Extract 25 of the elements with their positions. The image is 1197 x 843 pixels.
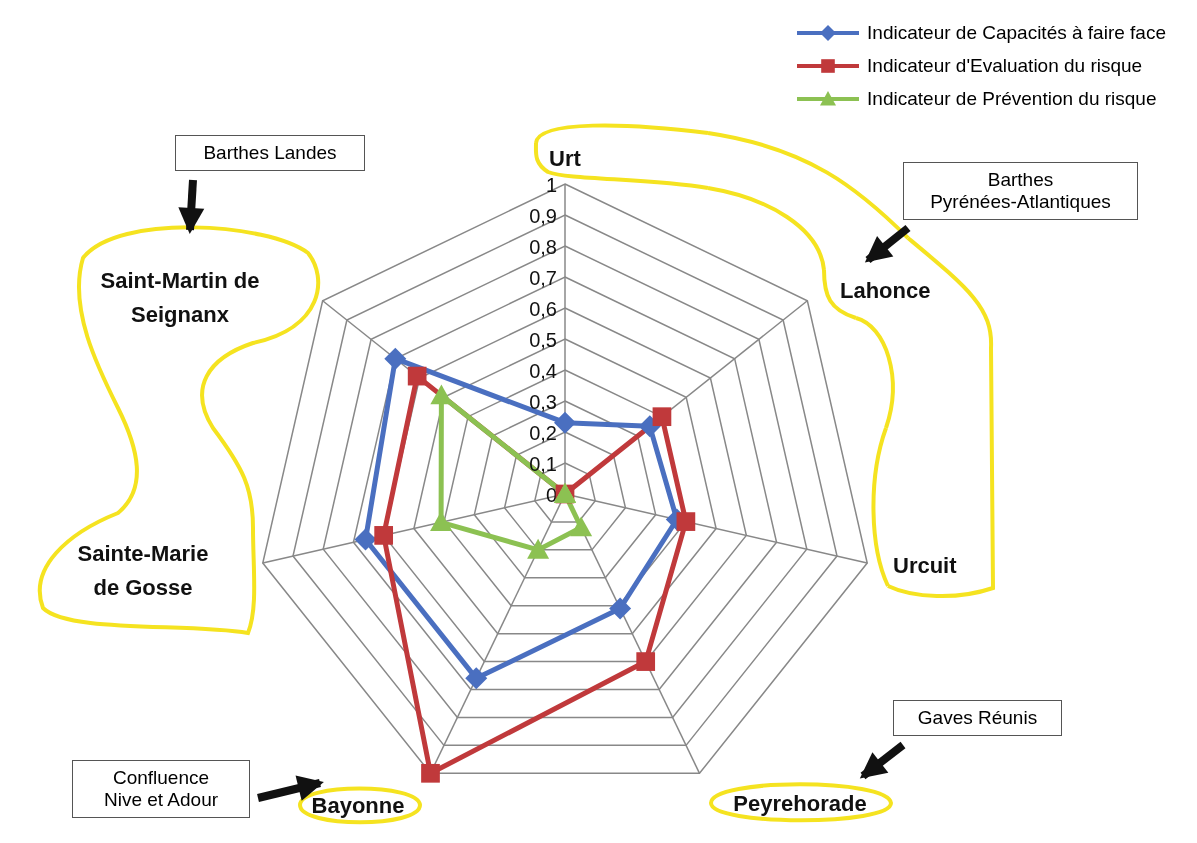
spoke-label: Urt bbox=[549, 146, 582, 171]
y-tick-label: 0,9 bbox=[529, 205, 557, 227]
y-tick-label: 0,5 bbox=[529, 329, 557, 351]
text: Confluence Nive et Adour bbox=[103, 767, 219, 810]
spoke-label: Saint-Martin de Seignanx bbox=[100, 268, 260, 327]
y-tick-label: 0,6 bbox=[529, 298, 557, 320]
spoke-label: Sainte-Marie de Gosse bbox=[77, 541, 209, 600]
y-tick-label: 0,8 bbox=[529, 236, 557, 258]
y-tick-label: 1 bbox=[545, 174, 557, 196]
spoke-label: Bayonne bbox=[311, 793, 405, 818]
text: Gaves Réunis bbox=[917, 707, 1038, 728]
text: Barthes Pyrénées-Atlantiques bbox=[930, 169, 1111, 212]
spoke-label: Peyrehorade bbox=[733, 791, 867, 816]
spoke-label: Urcuit bbox=[893, 553, 958, 578]
legend-label: Indicateur de Capacités à faire face bbox=[867, 21, 1166, 44]
y-tick-label: 0,1 bbox=[529, 453, 557, 475]
y-tick-label: 0,7 bbox=[529, 267, 557, 289]
text: Barthes Landes bbox=[203, 142, 337, 163]
y-tick-label: 0 bbox=[545, 484, 557, 506]
legend-label: Indicateur d'Evaluation du risque bbox=[867, 54, 1143, 77]
legend-label: Indicateur de Prévention du risque bbox=[867, 87, 1157, 110]
y-tick-label: 0,2 bbox=[529, 422, 557, 444]
y-tick-label: 0,3 bbox=[529, 391, 557, 413]
spoke-label: Lahonce bbox=[840, 278, 931, 303]
y-tick-label: 0,4 bbox=[529, 360, 557, 382]
